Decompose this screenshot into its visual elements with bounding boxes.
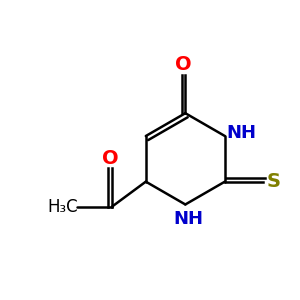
Text: NH: NH [173, 210, 203, 228]
Text: S: S [266, 172, 280, 191]
Text: O: O [175, 56, 192, 74]
Text: H₃C: H₃C [47, 198, 78, 216]
Text: O: O [102, 149, 119, 168]
Text: NH: NH [226, 124, 256, 142]
